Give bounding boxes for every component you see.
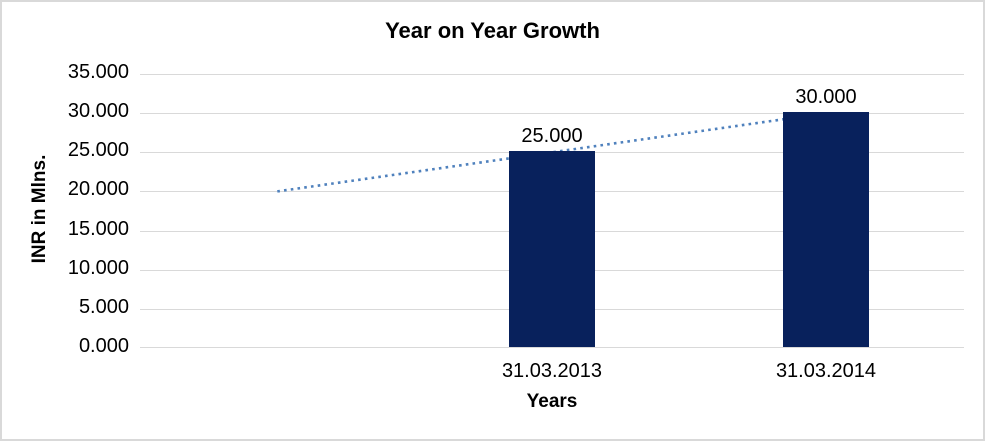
y-axis-tick-labels: 35.000 30.000 25.000 20.000 15.000 10.00… bbox=[2, 61, 129, 357]
x-tick-label: 31.03.2014 bbox=[775, 360, 877, 382]
y-tick-label: 20.000 bbox=[67, 178, 129, 200]
y-tick-label: 35.000 bbox=[67, 61, 129, 83]
data-label: 25.000 bbox=[521, 125, 583, 148]
y-tick-label: 10.000 bbox=[67, 257, 129, 279]
data-label: 30.000 bbox=[795, 86, 857, 109]
y-tick-label: 25.000 bbox=[67, 139, 129, 161]
bar-31-03-2014: 30.000 bbox=[783, 86, 869, 347]
gridline bbox=[140, 113, 964, 114]
plot-area: 25.000 30.000 bbox=[140, 74, 964, 348]
x-axis-tick-labels: 31.03.2013 31.03.2014 bbox=[140, 359, 964, 383]
chart-title: Year on Year Growth bbox=[385, 18, 600, 43]
bar-31-03-2013: 25.000 bbox=[509, 125, 595, 347]
trendline bbox=[277, 111, 827, 193]
gridline bbox=[140, 347, 964, 348]
y-tick-label: 30.000 bbox=[67, 100, 129, 122]
gridline bbox=[140, 74, 964, 75]
y-tick-label: 15.000 bbox=[67, 218, 129, 240]
x-axis-title: Years bbox=[526, 391, 578, 412]
y-tick-label: 5.000 bbox=[78, 296, 129, 318]
x-tick-label: 31.03.2013 bbox=[501, 360, 603, 382]
y-tick-label: 0.000 bbox=[78, 335, 129, 357]
